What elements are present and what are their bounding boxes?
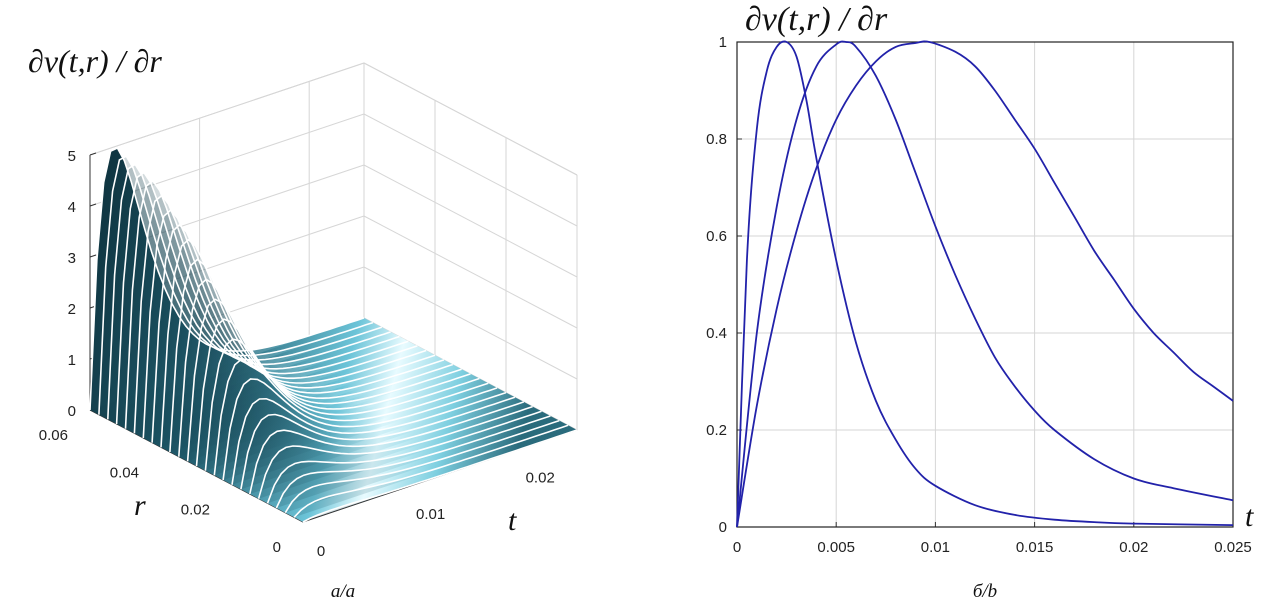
surface-mesh-line [240,396,516,490]
side-wall-gridline [363,164,578,278]
y-tick-label: 0.2 [706,422,727,439]
t-tick-label: 0.02 [526,469,555,486]
z-tick-mark [89,152,97,156]
x-tick-label: 0.015 [1016,539,1054,556]
plot-frame [736,41,1234,528]
box-edge [363,62,578,176]
t-tick-label: 0 [317,543,325,560]
surface-mesh-line [213,358,489,476]
series-line-1 [736,40,1234,528]
surface-mesh-line [249,401,525,495]
z-axis-label: ∂v(t,r) / ∂r [28,43,162,79]
y-tick-label: 0.6 [706,228,727,245]
surface-mesh-line [293,424,569,518]
surface-mesh-line [231,391,507,485]
surface-mesh-line [222,378,498,481]
surface-mesh-line [133,194,409,434]
r-tick-label: 0.06 [39,427,68,444]
r-tick-label: 0.04 [110,464,139,481]
surface-mesh-line [204,338,480,471]
side-wall-gridline [363,266,578,380]
z-tick-label: 2 [68,301,76,318]
surface-mesh-line [266,410,542,504]
y-tick-label: 0.8 [706,131,727,148]
y-tick-label: 0 [719,519,727,536]
y-tick-label: 1 [719,34,727,51]
z-tick-label: 1 [68,352,76,369]
surface-mesh-line [186,298,462,462]
surface-mesh-line [151,223,427,443]
r-axis-label: r [134,489,146,522]
surface-mesh-line [302,429,578,523]
surface-mesh-line [178,278,454,457]
z-tick-label: 5 [68,148,76,165]
y-tick-label: 0.4 [706,325,727,342]
surface-mesh-line [195,318,471,467]
surface-mesh-line [89,146,365,411]
t-axis-label: t [508,504,517,537]
z-tick-label: 4 [68,199,76,216]
z-tick-mark [89,203,97,207]
z-tick-label: 0 [68,403,76,420]
panel-caption: a/a [331,581,355,602]
x-tick-label: 0.025 [1214,539,1252,556]
x-tick-label: 0 [733,539,741,556]
side-wall-gridline [363,113,578,227]
z-tick-label: 3 [68,250,76,267]
x-tick-label: 0.02 [1119,539,1148,556]
chart-title: ∂v(t,r) / ∂r [745,1,888,38]
surface-mesh-line [284,419,560,514]
line-plot-svg: 0 0.005 0.01 0.015 0.02 0.025 0 0.2 0.4 0.6 0.8 1 ∂v… [706,1,1254,602]
z-tick-mark [89,254,97,258]
surface-mesh-line [142,209,418,439]
x-axis-label: t [1245,500,1254,533]
r-tick-label: 0 [273,539,281,556]
series-line-3 [736,40,1234,528]
surface-mesh-line [257,405,533,499]
x-tick-label: 0.01 [921,539,950,556]
surface-mesh-line [275,415,551,509]
r-tick-label: 0.02 [181,502,210,519]
series-line-2 [736,40,1234,528]
panel-caption: б/b [973,581,997,602]
box-edge [89,62,365,156]
side-wall-gridline [363,215,578,329]
surface-plot-svg: 0 1 2 3 4 5 0 0.01 0.02 0 0.02 0.04 0.06 ∂v(t,r) / ∂r… [28,43,578,602]
t-tick-label: 0.01 [416,506,445,523]
line-plot-panel: 0 0.005 0.01 0.015 0.02 0.025 0 0.2 0.4 0.6 0.8 1 ∂v… [640,0,1285,604]
surface-plot-panel: 0 1 2 3 4 5 0 0.01 0.02 0 0.02 0.04 0.06 ∂v(t,r) / ∂r… [0,0,640,604]
x-tick-label: 0.005 [817,539,855,556]
